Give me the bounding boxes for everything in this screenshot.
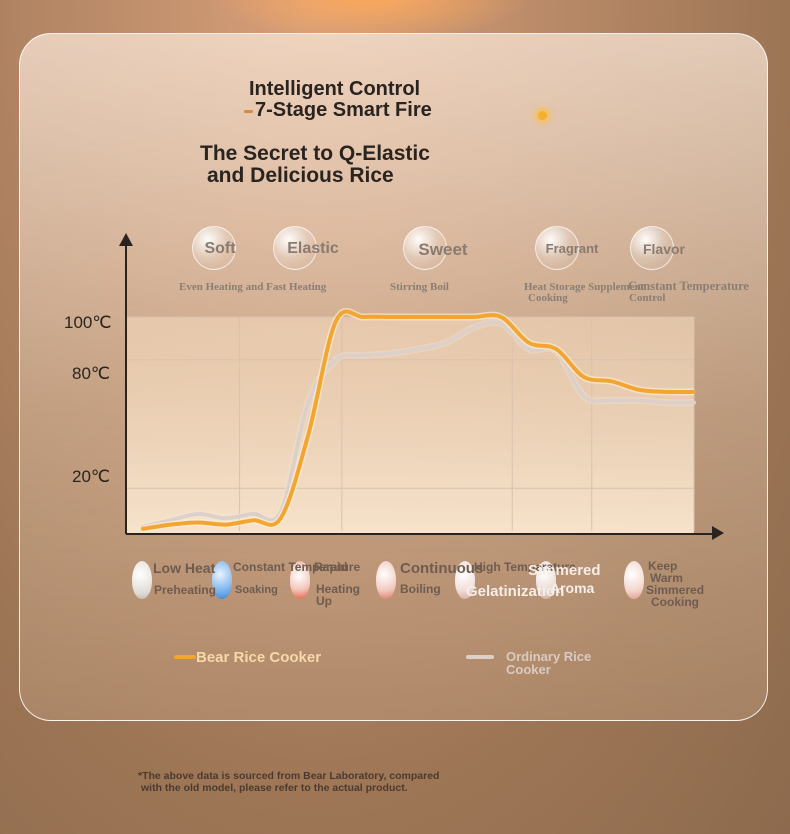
bubble-label-sweet: Sweet — [418, 240, 468, 259]
gelatinized-grain-icon — [455, 561, 475, 599]
bubble-elastic-icon — [273, 226, 317, 270]
bubble-soft-icon — [192, 226, 236, 270]
label-preheating: Preheating — [154, 583, 217, 597]
footnote-line-1: *The above data is sourced from Bear Lab… — [138, 770, 440, 782]
label-boiling: Boiling — [400, 582, 441, 596]
label-aroma: Aroma — [550, 580, 595, 596]
footnote-line-2: with the old model, please refer to the … — [141, 782, 408, 794]
subtitle-line-1: The Secret to Q-Elastic — [200, 142, 430, 165]
caption-even-heating: Even Heating and Fast Heating — [179, 281, 327, 293]
y-tick-80: 80℃ — [72, 364, 111, 383]
caption-heat-storage-1: Heat Storage Supplement — [524, 281, 645, 293]
bubble-label-flavor: Flavor — [642, 241, 686, 257]
caption-constant-temp-2: Control — [629, 292, 666, 304]
chart-panel — [19, 33, 768, 721]
label-heating: Heating — [316, 582, 361, 596]
label-simmered: Simmered — [528, 562, 601, 579]
caption-constant-temp-1: Constant Temperature — [628, 279, 749, 293]
aroma-grain-icon — [536, 561, 556, 599]
label-soaking: Soaking — [235, 584, 278, 596]
y-tick-100: 100℃ — [64, 313, 112, 332]
y-tick-20: 20℃ — [72, 467, 111, 486]
boiling-grain-icon — [376, 561, 396, 599]
title-dash-icon — [244, 110, 253, 113]
title-line-2: 7-Stage Smart Fire — [255, 99, 432, 121]
legend-bear-label: Bear Rice Cooker — [196, 649, 322, 666]
label-gelatinization: Gelatinization — [466, 583, 565, 600]
footnote: *The above data is sourced from Bear Lab… — [138, 770, 439, 794]
bubble-flavor-icon — [630, 226, 674, 270]
rice-grain-icon — [132, 561, 152, 599]
label-cooking: Cooking — [651, 595, 699, 609]
bubble-sweet-icon — [403, 226, 447, 270]
sparkle-icon — [538, 111, 547, 120]
label-high-temperature: High Temperature — [474, 560, 576, 574]
bubble-label-elastic: Elastic — [287, 240, 339, 257]
keep-warm-grain-icon — [624, 561, 644, 599]
heating-coil-icon — [290, 561, 310, 599]
title-line-1: Intelligent Control — [249, 78, 421, 100]
label-low-heat: Low Heat — [153, 560, 216, 576]
label-rapid: Rapid — [314, 560, 348, 574]
label-constant-temperature: Constant Temperature — [233, 560, 361, 574]
caption-heat-storage-2: Cooking — [528, 292, 568, 304]
legend-bear-swatch — [174, 655, 196, 659]
label-simmered-2: Simmered — [646, 583, 705, 597]
label-warm: Warm — [650, 571, 683, 585]
caption-stirring-boil: Stirring Boil — [390, 281, 449, 293]
legend-ordinary-swatch — [466, 655, 494, 659]
bubble-fragrant-icon — [535, 226, 579, 270]
label-up: Up — [316, 594, 332, 608]
bubble-label-fragrant: Fragrant — [545, 241, 599, 256]
subtitle-line-2: and Delicious Rice — [207, 164, 394, 187]
bubble-label-soft: Soft — [204, 240, 236, 257]
water-drop-icon — [212, 561, 232, 599]
label-keep: Keep — [648, 559, 678, 573]
legend-ordinary-label: Ordinary Rice Cooker — [506, 650, 616, 676]
legend-ordinary-text: Ordinary Rice Cooker — [506, 649, 592, 677]
label-continuous: Continuous — [400, 560, 484, 577]
